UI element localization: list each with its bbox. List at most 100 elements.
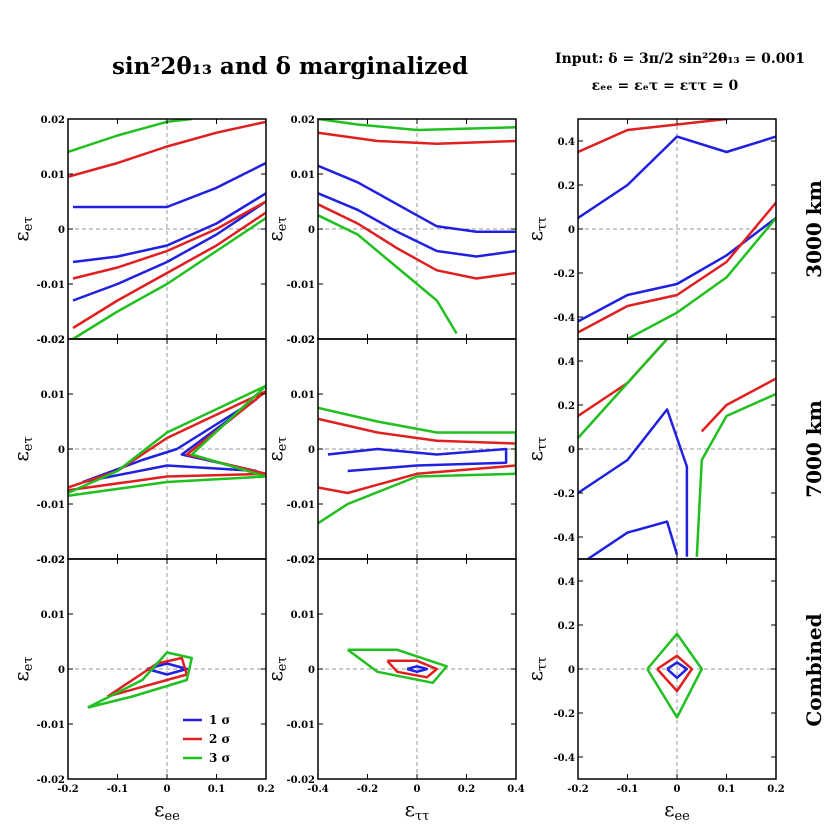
y-tick-label: 0.01 bbox=[41, 610, 65, 621]
contour-1- bbox=[327, 447, 508, 473]
contour-2- bbox=[656, 654, 694, 693]
y-tick-label: -0.02 bbox=[286, 555, 315, 566]
contour-1- bbox=[587, 520, 679, 559]
legend: 1 σ 2 σ 3 σ bbox=[183, 713, 231, 765]
contours bbox=[68, 119, 266, 339]
y-tick-label: -0.4 bbox=[553, 753, 575, 764]
y-tick-label: 0.02 bbox=[291, 115, 315, 126]
contour-1- bbox=[72, 200, 266, 302]
y-tick-label: 0 bbox=[58, 225, 65, 236]
contour-1- bbox=[72, 192, 266, 264]
x-tick-label: -0.2 bbox=[357, 784, 379, 795]
contour-1- bbox=[82, 398, 258, 484]
panel-r1-c2: -0.02 -0.01 0 0.01 0.02 εeτ bbox=[263, 115, 517, 346]
contour-3- bbox=[346, 648, 448, 685]
x-axis-label: εττ bbox=[405, 797, 430, 824]
contour-2- bbox=[72, 200, 266, 280]
y-tick-label: -0.01 bbox=[286, 720, 315, 731]
contours bbox=[646, 632, 704, 719]
legend-label-3sigma: 3 σ bbox=[209, 751, 231, 765]
y-tick-label: -0.2 bbox=[553, 269, 575, 280]
contour-1- bbox=[406, 665, 429, 674]
contour-2- bbox=[700, 377, 776, 433]
y-tick-label: -0.02 bbox=[286, 775, 315, 786]
x-tick-label: -0.4 bbox=[307, 784, 329, 795]
x-tick-label: -0.1 bbox=[617, 784, 639, 795]
y-tick-label: 0 bbox=[58, 445, 65, 456]
input-line-1: Input: δ = 3π/2 sin²2θ₁₃ = 0.001 bbox=[555, 51, 805, 67]
y-tick-label: 0.01 bbox=[291, 390, 315, 401]
y-tick-label: 0.2 bbox=[558, 401, 575, 412]
y-tick-label: -0.02 bbox=[286, 335, 315, 346]
contours bbox=[318, 119, 516, 335]
legend-label-1sigma: 1 σ bbox=[209, 713, 231, 727]
panel-r1-c1: -0.02 -0.01 0 0.01 0.02 εeτ bbox=[9, 115, 267, 346]
contour-1- bbox=[578, 135, 776, 220]
row-label-combined: Combined bbox=[802, 613, 826, 726]
y-tick-label: 0 bbox=[308, 665, 315, 676]
contour-2- bbox=[318, 203, 516, 280]
x-tick-label: 0.4 bbox=[507, 784, 524, 795]
x-axis-label: εee bbox=[154, 797, 180, 824]
contour-1- bbox=[578, 408, 689, 557]
contour-2- bbox=[318, 131, 516, 145]
y-tick-label: -0.02 bbox=[36, 335, 65, 346]
contour-panels: -0.02 -0.01 0 0.01 0.02 εeτ -0.02 -0.01 0 0.01 0.0… bbox=[9, 115, 785, 824]
input-line-2: εₑₑ = εₑτ = εττ = 0 bbox=[592, 78, 739, 94]
x-tick-label: -0.2 bbox=[567, 784, 589, 795]
y-tick-label: 0.4 bbox=[558, 577, 575, 588]
figure-title: sin²2θ₁₃ and δ marginalized bbox=[112, 53, 468, 80]
contour-3- bbox=[72, 216, 266, 339]
contours bbox=[318, 406, 516, 525]
y-tick-label: 0.01 bbox=[41, 170, 65, 181]
contour-3- bbox=[87, 651, 194, 709]
panel-r2-c2: -0.02 -0.01 0 0.01 0.02 εeτ bbox=[263, 335, 517, 566]
y-tick-label: 0.01 bbox=[291, 170, 315, 181]
x-tick-label: 0 bbox=[164, 784, 171, 795]
contour-1- bbox=[73, 161, 266, 209]
contour-3- bbox=[646, 632, 704, 719]
contour-1- bbox=[666, 661, 689, 680]
y-axis-label: εeτ bbox=[9, 656, 36, 681]
panel-r3-c3: -0.2 -0.1 0 0.1 0.2 -0.4 -0.2 0 0.2 0.4 εττ εee bbox=[523, 558, 785, 824]
x-tick-label: 0.2 bbox=[458, 784, 475, 795]
panel-r2-c3: -0.4 -0.2 0 0.2 0.4 εττ bbox=[523, 338, 777, 560]
contour-3- bbox=[695, 392, 776, 557]
y-tick-label: 0 bbox=[568, 445, 575, 456]
contour-2- bbox=[68, 120, 266, 179]
y-tick-label: 0.02 bbox=[41, 555, 65, 566]
legend-label-2sigma: 2 σ bbox=[209, 732, 231, 746]
y-axis-label: εeτ bbox=[9, 216, 36, 241]
y-axis-label: εeτ bbox=[263, 216, 290, 241]
y-tick-label: 0.02 bbox=[291, 555, 315, 566]
y-tick-label: 0.02 bbox=[41, 335, 65, 346]
contour-2- bbox=[386, 659, 439, 679]
y-tick-label: -0.01 bbox=[36, 500, 65, 511]
row-label-7000km: 7000 km bbox=[802, 400, 826, 498]
x-axis-label: εee bbox=[664, 797, 690, 824]
y-tick-label: 0.02 bbox=[41, 115, 65, 126]
x-tick-label: 0.2 bbox=[767, 784, 784, 795]
y-axis-label: εττ bbox=[523, 217, 550, 242]
contour-2- bbox=[318, 417, 516, 495]
x-tick-label: -0.1 bbox=[107, 784, 129, 795]
contour-3- bbox=[626, 217, 776, 339]
contour-3- bbox=[68, 384, 266, 498]
y-tick-label: 0.01 bbox=[291, 610, 315, 621]
y-tick-label: 0.4 bbox=[558, 137, 575, 148]
y-tick-label: -0.4 bbox=[553, 533, 575, 544]
contour-2- bbox=[578, 339, 669, 418]
row-label-3000km: 3000 km bbox=[802, 180, 826, 278]
panel-r1-c3: -0.4 -0.2 0 0.2 0.4 εττ bbox=[523, 118, 777, 340]
x-tick-label: 0.1 bbox=[718, 784, 735, 795]
contours bbox=[87, 651, 194, 709]
y-tick-label: 0.02 bbox=[291, 335, 315, 346]
y-tick-label: 0.01 bbox=[41, 390, 65, 401]
contour-3- bbox=[318, 406, 516, 525]
y-tick-label: -0.02 bbox=[36, 555, 65, 566]
y-axis-label: εττ bbox=[523, 437, 550, 462]
y-tick-label: 0.2 bbox=[558, 181, 575, 192]
contour-2- bbox=[72, 211, 266, 330]
panel-r2-c1: -0.02 -0.01 0 0.01 0.02 εeτ bbox=[9, 335, 267, 566]
